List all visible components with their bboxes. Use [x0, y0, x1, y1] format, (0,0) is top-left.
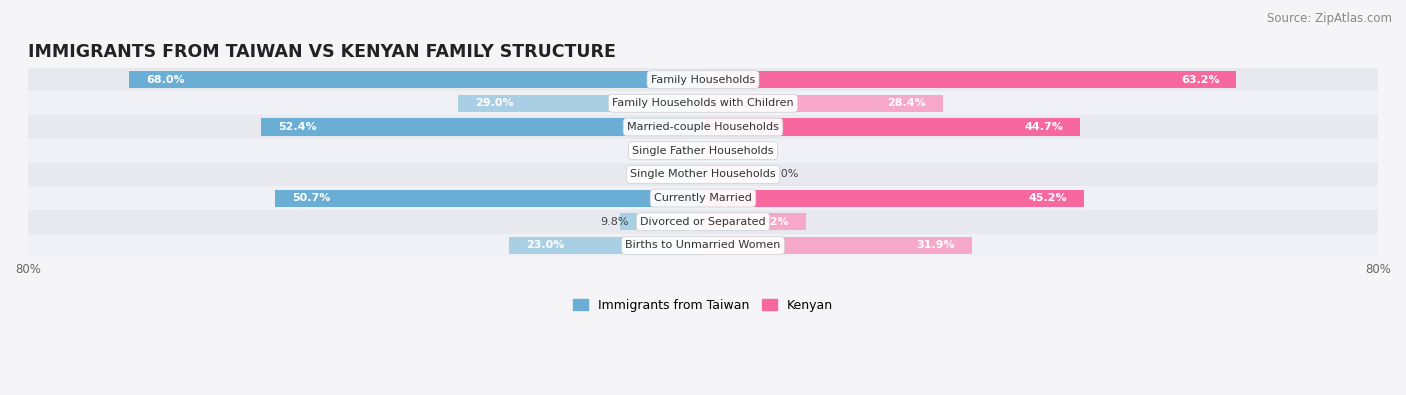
Bar [28, 68, 1378, 92]
Text: 52.4%: 52.4% [278, 122, 316, 132]
Bar [276, 190, 703, 207]
Bar [129, 71, 703, 88]
Text: 12.2%: 12.2% [751, 217, 789, 227]
Bar [509, 237, 703, 254]
Bar [688, 142, 703, 159]
Bar [703, 118, 1080, 135]
Text: Married-couple Households: Married-couple Households [627, 122, 779, 132]
Bar [28, 92, 1378, 115]
Bar [28, 139, 1378, 162]
Bar [28, 186, 1378, 210]
Bar [703, 142, 723, 159]
Text: 31.9%: 31.9% [917, 241, 955, 250]
Text: 1.8%: 1.8% [668, 146, 696, 156]
Bar [28, 210, 1378, 233]
Text: 23.0%: 23.0% [526, 241, 564, 250]
Bar [262, 118, 703, 135]
Text: Family Households with Children: Family Households with Children [612, 98, 794, 108]
Bar [703, 166, 762, 183]
Text: 4.7%: 4.7% [644, 169, 672, 179]
Text: 68.0%: 68.0% [146, 75, 184, 85]
Bar [703, 213, 806, 230]
Text: 63.2%: 63.2% [1181, 75, 1219, 85]
Text: 7.0%: 7.0% [770, 169, 799, 179]
Text: Single Mother Households: Single Mother Households [630, 169, 776, 179]
Bar [28, 115, 1378, 139]
Text: 28.4%: 28.4% [887, 98, 925, 108]
Bar [28, 162, 1378, 186]
Bar [703, 237, 972, 254]
Text: Currently Married: Currently Married [654, 193, 752, 203]
Bar [458, 95, 703, 112]
Text: IMMIGRANTS FROM TAIWAN VS KENYAN FAMILY STRUCTURE: IMMIGRANTS FROM TAIWAN VS KENYAN FAMILY … [28, 43, 616, 61]
Text: Family Households: Family Households [651, 75, 755, 85]
Text: Births to Unmarried Women: Births to Unmarried Women [626, 241, 780, 250]
Text: Single Father Households: Single Father Households [633, 146, 773, 156]
Bar [703, 71, 1236, 88]
Bar [703, 190, 1084, 207]
Bar [620, 213, 703, 230]
Text: 45.2%: 45.2% [1029, 193, 1067, 203]
Text: 29.0%: 29.0% [475, 98, 513, 108]
Bar [28, 233, 1378, 257]
Legend: Immigrants from Taiwan, Kenyan: Immigrants from Taiwan, Kenyan [574, 299, 832, 312]
Text: 50.7%: 50.7% [292, 193, 330, 203]
Text: Divorced or Separated: Divorced or Separated [640, 217, 766, 227]
Text: 2.4%: 2.4% [731, 146, 761, 156]
Bar [664, 166, 703, 183]
Bar [703, 95, 942, 112]
Text: Source: ZipAtlas.com: Source: ZipAtlas.com [1267, 12, 1392, 25]
Text: 44.7%: 44.7% [1025, 122, 1063, 132]
Text: 9.8%: 9.8% [600, 217, 628, 227]
